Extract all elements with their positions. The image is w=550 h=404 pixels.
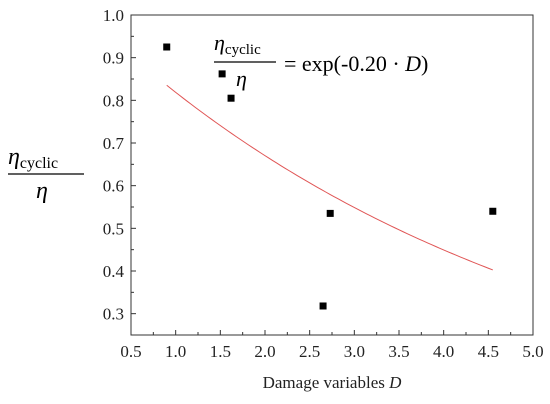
svg-text:ηcyclic: ηcyclic — [214, 30, 261, 58]
data-point-5 — [489, 207, 497, 215]
x-tick-label-6: 3.5 — [388, 342, 409, 361]
data-point-4 — [326, 209, 334, 217]
x-tick-label-2: 1.5 — [210, 342, 231, 361]
equation-lhs-numerator-symbol: η — [214, 30, 225, 55]
x-tick-label-1: 1.0 — [165, 342, 186, 361]
x-tick-label-9: 5.0 — [522, 342, 543, 361]
x-axis-ticks: 0.5 1.0 1.5 2.0 2.5 3.0 3.5 4.0 4.5 5.0 — [120, 330, 544, 361]
y-label-numerator-symbol: η — [8, 144, 20, 170]
data-point-3 — [319, 302, 327, 310]
fit-equation: ηcyclic η = exp(-0.20 · D) — [214, 30, 428, 91]
data-point-2 — [227, 94, 235, 102]
y-axis-label: ηcyclic η — [8, 144, 84, 204]
fit-layer — [166, 84, 493, 271]
x-axis-label: Damage variables D — [263, 373, 403, 392]
y-tick-label-3: 0.6 — [103, 177, 124, 196]
x-tick-label-7: 4.0 — [433, 342, 454, 361]
y-tick-label-1: 0.4 — [103, 262, 125, 281]
equation-lhs-numerator-subscript: cyclic — [225, 42, 261, 58]
y-tick-label-2: 0.5 — [103, 219, 124, 238]
svg-text:ηcyclic: ηcyclic — [8, 144, 58, 172]
x-tick-label-4: 2.5 — [299, 342, 320, 361]
fit-curve — [166, 84, 493, 271]
x-tick-label-5: 3.0 — [344, 342, 365, 361]
equation-lhs-denominator: η — [236, 66, 247, 91]
data-points — [163, 43, 497, 310]
y-axis-ticks: 0.3 0.4 0.5 0.6 0.7 0.8 0.9 1.0 — [103, 6, 136, 324]
data-point-1 — [218, 70, 226, 78]
y-tick-label-7: 1.0 — [103, 6, 124, 25]
y-tick-label-4: 0.7 — [103, 134, 125, 153]
equation-rhs: = exp(-0.20 · D) — [284, 51, 428, 76]
y-tick-label-6: 0.9 — [103, 49, 124, 68]
y-tick-label-5: 0.8 — [103, 91, 124, 110]
y-label-numerator-subscript: cyclic — [20, 155, 58, 172]
y-label-denominator: η — [36, 178, 48, 204]
x-tick-label-0: 0.5 — [120, 342, 141, 361]
data-point-0 — [163, 43, 171, 51]
x-tick-label-3: 2.0 — [254, 342, 275, 361]
x-tick-label-8: 4.5 — [478, 342, 499, 361]
y-tick-label-0: 0.3 — [103, 305, 124, 324]
